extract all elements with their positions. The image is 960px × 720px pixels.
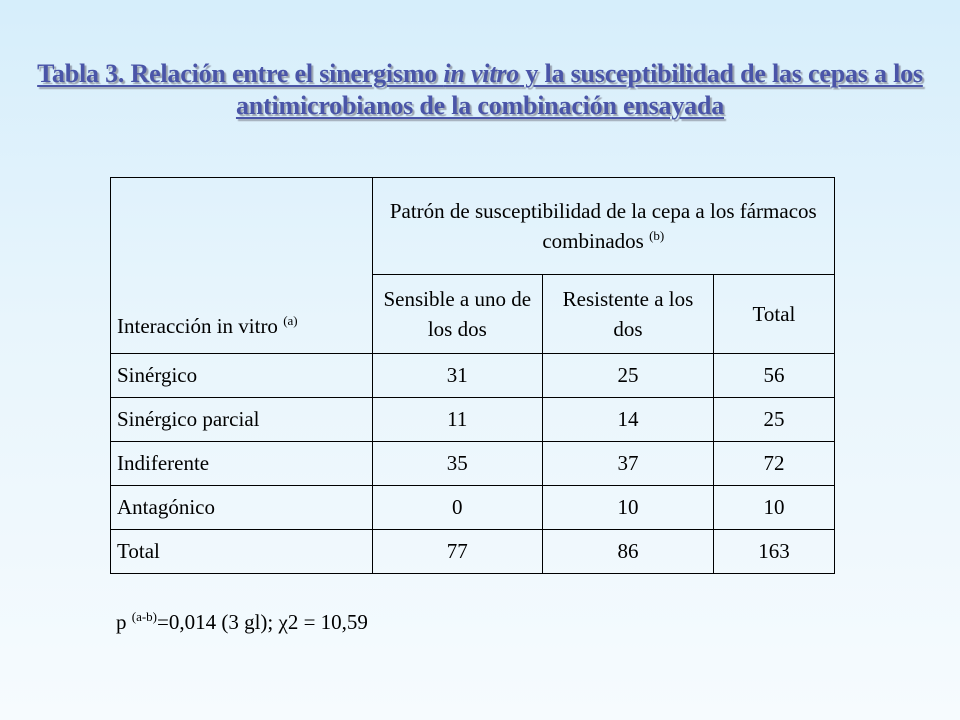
cell-value: 11 xyxy=(371,397,544,442)
cell-value: 56 xyxy=(712,353,836,398)
data-table: Interacción in vitro (a) Patrón de susce… xyxy=(110,177,836,574)
footnote-text: =0,014 (3 gl); xyxy=(157,610,279,634)
chi-symbol: χ xyxy=(278,610,288,634)
cell-value: 0 xyxy=(371,485,544,530)
column-header-row: Sensible a uno de los dos Resistente a l… xyxy=(111,274,836,354)
row-label: Total xyxy=(110,529,373,574)
title-text: Tabla 3. Relación entre el sinergismo xyxy=(37,59,444,88)
footnote-p: p xyxy=(116,610,127,634)
row-label: Sinérgico parcial xyxy=(110,397,373,442)
row-header-label: Interacción in vitro xyxy=(117,314,278,338)
cell-value: 31 xyxy=(371,353,544,398)
statistics-footnote: p (a-b)=0,014 (3 gl); χ2 = 10,59 xyxy=(116,610,368,635)
title-text-cont: y la susceptibilidad de las cepas a los … xyxy=(235,59,923,120)
footnote-sup: (a-b) xyxy=(131,609,158,624)
row-label: Antagónico xyxy=(110,485,373,530)
group-header-cell: Patrón de susceptibilidad de la cepa a l… xyxy=(371,177,836,275)
column-header: Total xyxy=(712,274,836,354)
header-row: Interacción in vitro (a) Patrón de susce… xyxy=(110,177,836,354)
row-label: Sinérgico xyxy=(110,353,373,398)
column-header: Resistente a los dos xyxy=(542,274,714,354)
group-header-sup: (b) xyxy=(649,228,665,243)
group-header-label: Patrón de susceptibilidad de la cepa a l… xyxy=(389,199,817,253)
table-row: Sinérgico parcial 11 14 25 xyxy=(110,397,836,442)
title-italic: in vitro xyxy=(443,59,520,88)
cell-value: 10 xyxy=(712,485,836,530)
cell-value: 14 xyxy=(542,397,714,442)
cell-value: 72 xyxy=(712,441,836,486)
cell-value: 86 xyxy=(542,529,714,574)
cell-value: 10 xyxy=(542,485,714,530)
cell-value: 35 xyxy=(371,441,544,486)
cell-value: 25 xyxy=(712,397,836,442)
cell-value: 37 xyxy=(542,441,714,486)
cell-value: 25 xyxy=(542,353,714,398)
table-row-total: Total 77 86 163 xyxy=(110,529,836,574)
table-title: Tabla 3. Relación entre el sinergismo in… xyxy=(20,58,940,122)
column-header: Sensible a uno de los dos xyxy=(371,274,544,354)
footnote-chi-value: 2 = 10,59 xyxy=(287,610,368,634)
table-row: Sinérgico 31 25 56 xyxy=(110,353,836,398)
row-header-sup: (a) xyxy=(283,313,298,328)
table-row: Antagónico 0 10 10 xyxy=(110,485,836,530)
cell-value: 77 xyxy=(371,529,544,574)
row-label: Indiferente xyxy=(110,441,373,486)
cell-value: 163 xyxy=(712,529,836,574)
table-row: Indiferente 35 37 72 xyxy=(110,441,836,486)
row-header-cell: Interacción in vitro (a) xyxy=(110,177,373,354)
